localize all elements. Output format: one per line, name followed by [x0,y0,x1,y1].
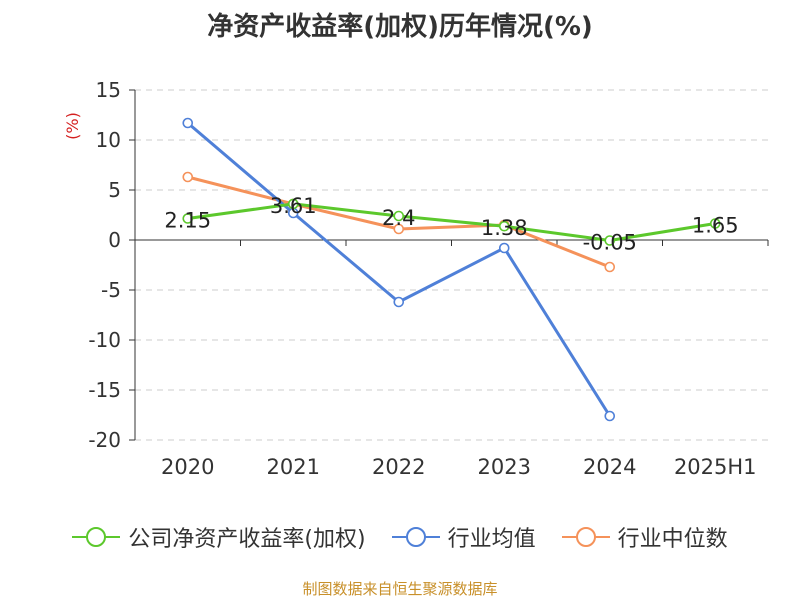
data-point [287,198,299,210]
data-label: 3.61 [270,194,317,218]
x-tick-label: 2022 [372,455,425,479]
legend-label: 行业中位数 [617,527,728,552]
y-tick-label: -20 [88,428,121,452]
legend-marker [391,527,440,547]
data-point [393,210,405,222]
y-tick-label: 10 [96,128,121,152]
x-tick-label: 2024 [583,455,636,479]
legend-label: 行业均值 [447,527,536,552]
data-point [498,242,510,254]
chart-title: 净资产收益率(加权)历年情况(%) [207,12,593,42]
y-tick-label: -15 [88,378,121,402]
data-label: 2.15 [164,209,211,233]
y-tick-label: 0 [108,228,121,252]
legend-item: 行业中位数 [561,521,728,553]
data-label: -0.05 [583,231,637,255]
data-point [604,261,616,273]
x-tick-label: 2020 [161,455,214,479]
data-label: 1.38 [481,216,528,240]
data-point [393,296,405,308]
y-axis-label: (%) [63,112,82,140]
data-point [604,235,616,246]
y-tick-label: 5 [108,178,121,202]
data-point [182,171,194,183]
y-tick-label: -10 [88,328,121,352]
legend-item: 公司净资产收益率(加权) [72,521,366,553]
legend-marker [72,527,121,547]
series-line-0 [187,202,716,242]
data-point [498,220,510,232]
data-label: 2.4 [382,206,415,230]
x-tick-label: 2023 [478,455,531,479]
data-point [604,410,616,422]
x-tick-label: 2025H1 [674,455,757,479]
data-point [182,213,194,224]
x-tick-label: 2021 [267,455,320,479]
legend: 公司净资产收益率(加权) 行业均值 行业中位数 [0,520,800,554]
series-line-1 [186,121,612,417]
source-note: 制图数据来自恒生聚源数据库 [302,580,498,598]
legend-marker [561,527,610,547]
y-tick-label: 15 [96,78,121,102]
legend-item: 行业均值 [391,521,536,553]
data-point [393,223,405,235]
data-point [182,117,194,129]
data-label: 1.65 [692,214,739,238]
data-point [709,218,721,229]
y-tick-label: -5 [101,278,121,302]
legend-label: 公司净资产收益率(加权) [128,527,366,552]
